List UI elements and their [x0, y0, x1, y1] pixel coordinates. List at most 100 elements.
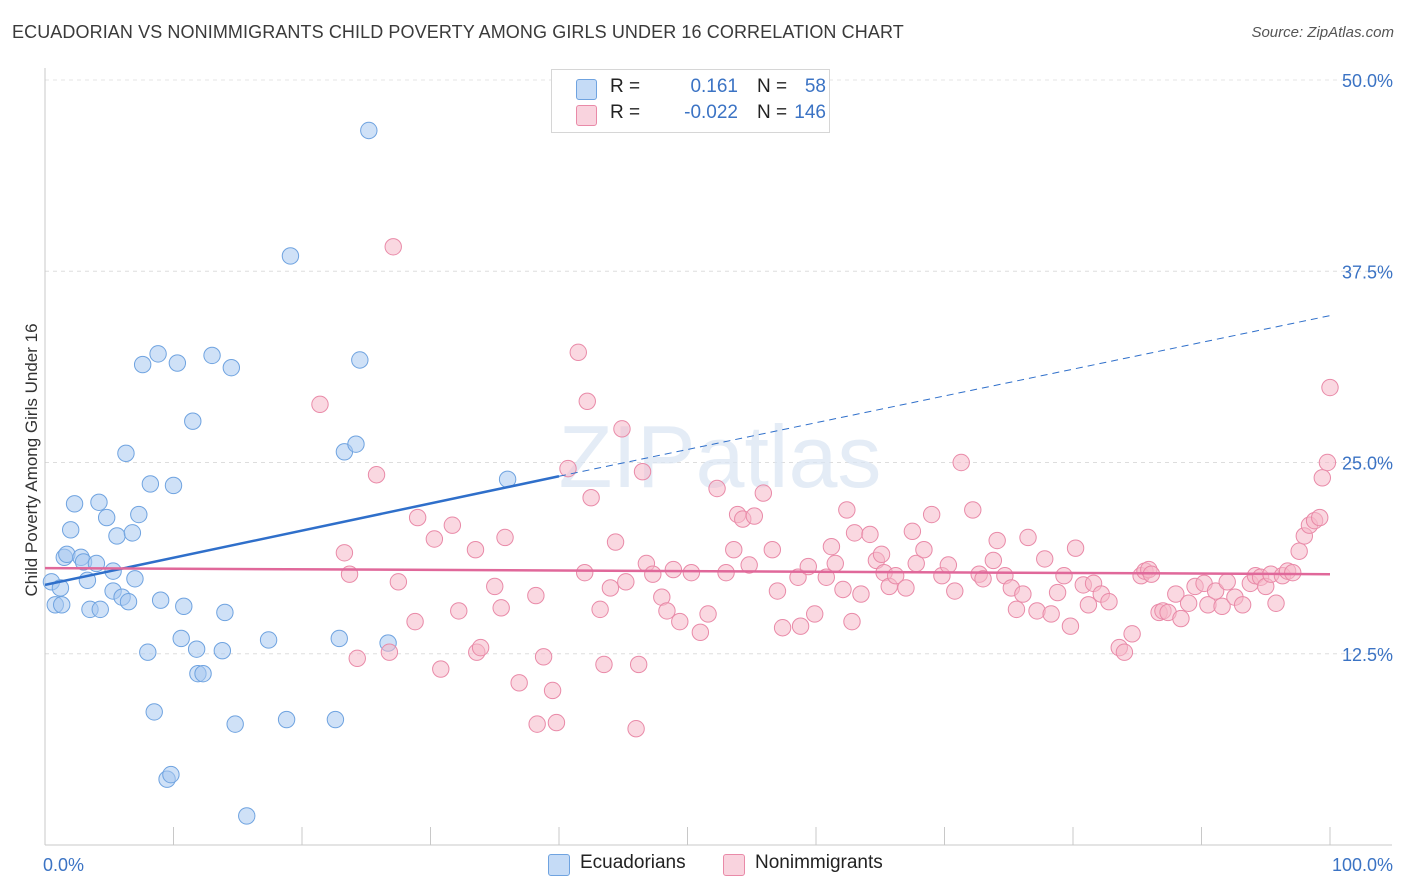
- nonimmigrants-point: [763, 541, 782, 559]
- legend-swatch-ecuadorians: [576, 79, 597, 100]
- ecuadorians-point: [203, 346, 221, 365]
- nonimmigrants-point: [528, 715, 546, 733]
- ecuadorians-point: [175, 597, 193, 616]
- n-label: N =: [757, 76, 788, 97]
- nonimmigrants-point: [708, 479, 726, 498]
- nonimmigrants-point: [822, 537, 841, 556]
- nonimmigrants-point: [740, 556, 758, 574]
- nonimmigrants-point: [432, 660, 450, 678]
- nonimmigrants-point: [311, 395, 329, 414]
- ecuadorians-point: [162, 765, 180, 784]
- nonimmigrants-point: [408, 508, 427, 527]
- nonimmigrants-points: [311, 238, 1339, 738]
- nonimmigrants-point: [682, 563, 701, 582]
- nonimmigrants-point: [964, 501, 982, 519]
- nonimmigrants-point: [1290, 542, 1308, 560]
- nonimmigrants-point: [1028, 602, 1046, 620]
- nonimmigrants-point: [717, 563, 735, 582]
- nonimmigrants-point: [335, 544, 354, 562]
- nonimmigrants-point: [534, 648, 553, 666]
- ecuadorians-point: [226, 715, 244, 733]
- ecuadorians-point: [330, 629, 348, 648]
- ecuadorians-point: [97, 508, 116, 527]
- ecuadorians-point: [347, 435, 365, 453]
- nonimmigrants-point: [754, 484, 773, 502]
- tick-labels: 12.5% 25.0% 37.5% 50.0% 0.0% 100.0%: [43, 71, 1393, 875]
- nonimmigrants-point: [768, 582, 787, 600]
- ecuadorians-point: [164, 476, 183, 495]
- n-label: N =: [757, 102, 788, 123]
- nonimmigrants-point: [872, 545, 891, 563]
- nonimmigrants-point: [633, 462, 652, 481]
- nonimmigrants-point: [471, 638, 490, 657]
- nonimmigrants-point: [984, 551, 1003, 570]
- nonimmigrants-point: [664, 560, 683, 579]
- legend-label: Nonimmigrants: [755, 852, 883, 873]
- nonimmigrants-point: [450, 602, 468, 620]
- nonimmigrants-point: [1014, 585, 1032, 603]
- ecuadorians-point: [194, 664, 212, 683]
- ecuadorians-point: [90, 493, 108, 511]
- nonimmigrants-point: [606, 533, 625, 551]
- ecuadorians-point: [65, 495, 84, 513]
- r-label: R =: [610, 76, 641, 97]
- ecuadorians-point: [51, 579, 70, 597]
- nonimmigrants-point: [595, 655, 613, 674]
- nonimmigrants-point: [658, 602, 676, 620]
- ecuadorians-point: [281, 247, 300, 265]
- ecuadorians-point: [259, 631, 278, 649]
- ecuadorians-point: [360, 121, 378, 140]
- nonimmigrants-point: [425, 530, 444, 548]
- legend-label: Ecuadorians: [580, 852, 686, 873]
- nonimmigrants-point: [1267, 594, 1285, 612]
- ecuadorians-point: [139, 643, 157, 661]
- nonimmigrants-point: [1213, 597, 1231, 616]
- nonimmigrants-point: [1115, 643, 1134, 661]
- nonimmigrants-point: [582, 488, 600, 507]
- nonimmigrants-point: [952, 453, 970, 472]
- nonimmigrants-point: [834, 580, 852, 599]
- nonimmigrants-point: [486, 577, 504, 596]
- nonimmigrants-point: [466, 541, 485, 559]
- ecuadorians-point: [58, 545, 76, 563]
- nonimmigrants-point: [988, 531, 1006, 550]
- nonimmigrants-point: [1036, 550, 1054, 568]
- ecuadorians-point: [213, 641, 232, 660]
- gridlines: [45, 79, 1392, 655]
- nonimmigrants-point: [671, 612, 689, 631]
- x-tick-label: 100.0%: [1332, 855, 1393, 875]
- legend-swatch-nonimmigrants: [576, 105, 597, 126]
- ecuadorians-point: [61, 521, 80, 539]
- nonimmigrants-point: [576, 563, 594, 582]
- correlation-legend: R = 0.161 N = 58 R = -0.022 N = 146: [551, 69, 830, 133]
- y-tick-label: 50.0%: [1342, 71, 1393, 91]
- nonimmigrants-point: [1066, 539, 1085, 557]
- nonimmigrants-point: [569, 343, 587, 362]
- nonimmigrants-point: [826, 554, 844, 573]
- nonimmigrants-point: [547, 713, 566, 732]
- ecuadorians-point: [141, 475, 160, 493]
- nonimmigrants-point: [578, 392, 596, 410]
- y-tick-label: 12.5%: [1342, 645, 1393, 665]
- nonimmigrants-point: [527, 586, 545, 605]
- ecuadorians-point: [117, 444, 135, 463]
- nonimmigrants-point: [496, 528, 514, 547]
- nonimmigrants-point: [922, 505, 941, 524]
- nonimmigrants-trend-line: [44, 566, 1331, 576]
- nonimmigrants-point: [1313, 469, 1331, 487]
- nonimmigrants-point: [1311, 508, 1329, 527]
- nonimmigrants-point: [601, 579, 620, 597]
- nonimmigrants-point: [903, 522, 922, 541]
- ecuadorians-points: [42, 121, 517, 825]
- nonimmigrants-point: [510, 674, 528, 692]
- ecuadorians-point: [277, 710, 296, 729]
- source-credit: Source: ZipAtlas.com: [1251, 24, 1394, 41]
- ecuadorians-point: [123, 524, 142, 542]
- nonimmigrants-point: [861, 525, 879, 544]
- nonimmigrants-point: [939, 556, 958, 574]
- nonimmigrants-point: [1218, 573, 1236, 591]
- nonimmigrants-point: [1321, 378, 1339, 397]
- ecuadorians-point: [149, 345, 167, 363]
- nonimmigrants-point: [591, 600, 609, 619]
